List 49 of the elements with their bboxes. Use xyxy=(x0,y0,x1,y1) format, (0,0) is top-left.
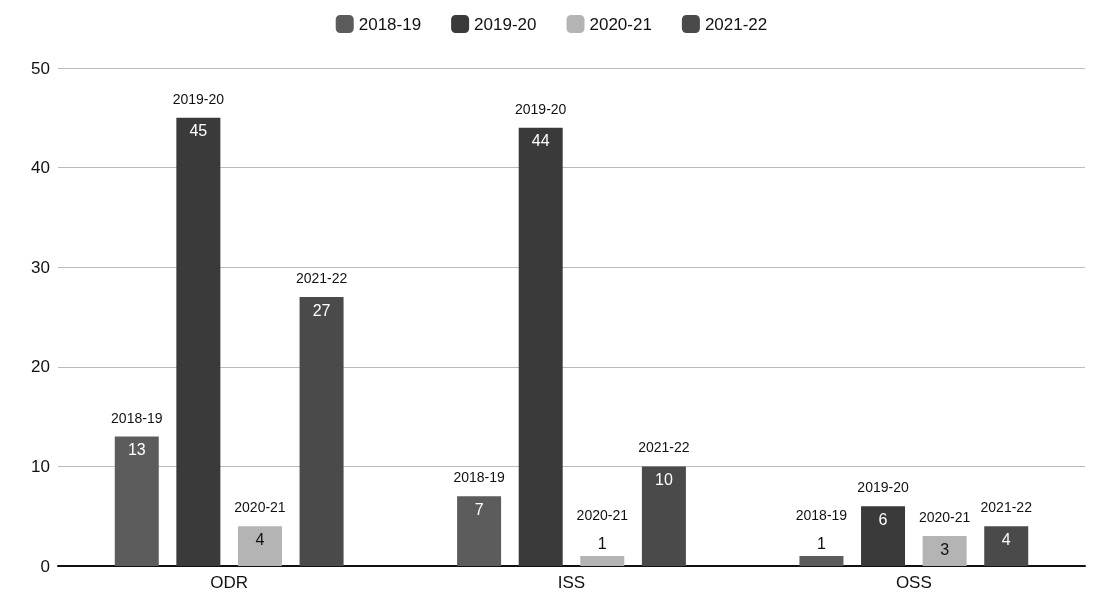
bar xyxy=(922,536,967,566)
bar xyxy=(114,436,159,566)
text: 2019-20 xyxy=(857,479,909,496)
bar xyxy=(861,506,906,566)
y-tick-label: 30 xyxy=(31,257,50,277)
text: 2020-21 xyxy=(918,509,971,526)
text: 2021-22 xyxy=(638,439,690,456)
data-label: 1 xyxy=(816,534,826,552)
text: 2018-19 xyxy=(795,507,848,524)
text: 2020-21 xyxy=(234,499,286,516)
legend-label: 2018-19 xyxy=(358,14,422,34)
bar xyxy=(641,466,686,566)
data-label: 27 xyxy=(312,301,331,319)
bar xyxy=(518,127,563,566)
data-label: 4 xyxy=(1001,530,1011,548)
bar xyxy=(984,526,1029,566)
legend-label: 2019-20 xyxy=(474,14,537,34)
y-tick-label: 50 xyxy=(31,58,50,78)
y-tick-label: 20 xyxy=(31,357,50,377)
bar xyxy=(799,556,844,566)
bar xyxy=(299,297,344,566)
x-tick-label: ODR xyxy=(210,573,249,592)
data-label: 1 xyxy=(597,534,607,552)
data-label: 4 xyxy=(255,530,265,548)
y-tick-label: 0 xyxy=(40,556,50,576)
text: 2021-22 xyxy=(295,270,348,287)
bar xyxy=(457,496,502,566)
data-label: 7 xyxy=(474,500,484,518)
y-tick-label: 10 xyxy=(31,456,50,476)
text: 2019-20 xyxy=(172,90,225,107)
legend-label: 2021-22 xyxy=(704,14,768,34)
data-label: 6 xyxy=(878,510,888,528)
y-tick-label: 40 xyxy=(31,158,50,178)
data-label: 45 xyxy=(189,122,208,140)
bar xyxy=(176,117,221,566)
bar xyxy=(580,556,625,566)
text: 2021-22 xyxy=(980,499,1032,516)
bar xyxy=(237,526,282,566)
text: 2018-19 xyxy=(111,409,163,426)
x-tick-label: OSS xyxy=(895,573,932,592)
legend-label: 2020-21 xyxy=(589,14,652,34)
x-tick-label: ISS xyxy=(557,573,586,592)
text: 2018-19 xyxy=(453,469,505,486)
data-label: 3 xyxy=(940,540,950,558)
text: 2019-20 xyxy=(515,100,567,117)
data-label: 10 xyxy=(655,470,673,488)
text: 2020-21 xyxy=(576,507,628,524)
data-label: 44 xyxy=(531,132,550,150)
data-label: 13 xyxy=(127,441,146,459)
